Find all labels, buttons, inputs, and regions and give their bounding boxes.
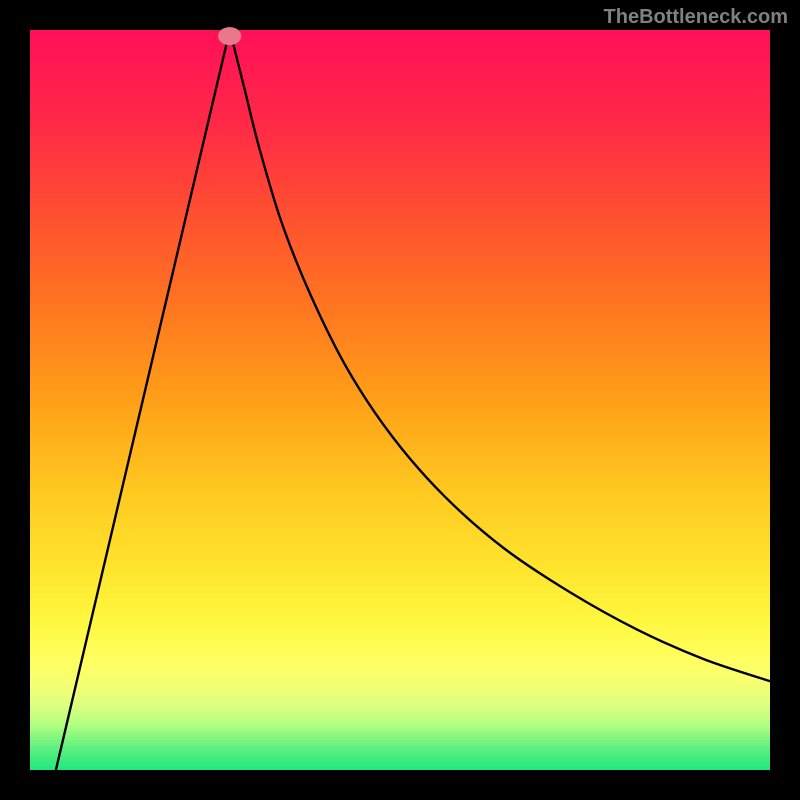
chart-container: TheBottleneck.com xyxy=(0,0,800,800)
optimal-point-marker xyxy=(218,27,242,45)
curve-layer xyxy=(30,30,770,770)
plot-area xyxy=(30,30,770,770)
bottleneck-curve xyxy=(56,30,770,770)
watermark-text: TheBottleneck.com xyxy=(604,6,788,29)
